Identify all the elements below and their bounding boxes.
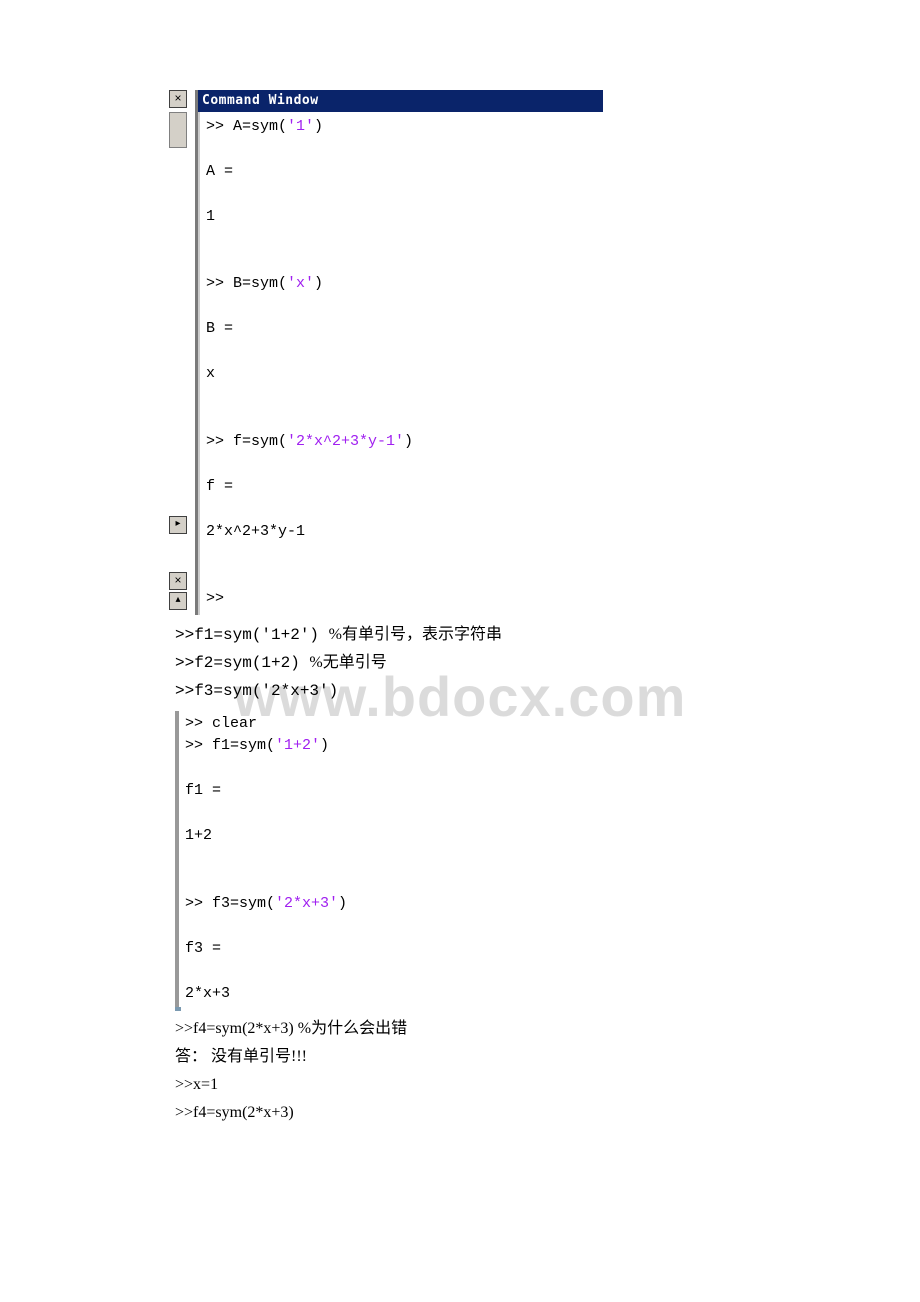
console-line <box>206 568 215 585</box>
doc-line: >>x=1 <box>175 1071 750 1099</box>
doc-middle-lines: >>f1=sym('1+2') %有单引号，表示字符串>>f2=sym(1+2)… <box>175 621 750 705</box>
doc-line: >>f4=sym(2*x+3) %为什么会出错 <box>175 1015 750 1043</box>
console-line: A = <box>206 163 233 180</box>
console-line <box>206 298 215 315</box>
console-line <box>206 185 215 202</box>
doc-line: >>f4=sym(2*x+3) <box>175 1099 750 1127</box>
command-window-2-edge <box>175 1007 181 1011</box>
up-arrow-icon[interactable]: ▴ <box>169 592 187 610</box>
console-line: >> f1=sym('1+2') <box>185 737 329 754</box>
console-line: B = <box>206 320 233 337</box>
console-line: f = <box>206 478 233 495</box>
console-line <box>185 850 194 867</box>
console-line <box>206 230 215 247</box>
console-line: >> <box>206 590 233 607</box>
console-line <box>206 343 215 360</box>
doc-line: >>f2=sym(1+2) %无单引号 <box>175 649 750 677</box>
console-line <box>206 500 215 517</box>
console-line <box>185 805 194 822</box>
console-line: f1 = <box>185 782 221 799</box>
console-line: >> clear <box>185 715 257 732</box>
console-line: 2*x^2+3*y-1 <box>206 523 305 540</box>
console-line <box>206 545 215 562</box>
doc-tail-lines: >>f4=sym(2*x+3) %为什么会出错答： 没有单引号!!!>>x=1>… <box>175 1015 750 1127</box>
scroll-thumb-icon[interactable] <box>169 112 187 148</box>
doc-line: 答： 没有单引号!!! <box>175 1043 750 1071</box>
command-window-frame: Command Window >> A=sym('1') A = 1 >> B=… <box>195 90 603 615</box>
right-arrow-icon[interactable]: ▸ <box>169 516 187 534</box>
console-line <box>185 872 194 889</box>
console-line: x <box>206 365 215 382</box>
doc-line: >>f3=sym('2*x+3') <box>175 677 750 705</box>
command-window-2: >> clear >> f1=sym('1+2') f1 = 1+2 >> f3… <box>175 711 435 1008</box>
console-line <box>206 140 215 157</box>
console-line <box>206 455 215 472</box>
console-line: 1 <box>206 208 215 225</box>
page-root: www.bdocx.com × ▸ × ▴ Command Window >> … <box>0 0 920 1247</box>
console-line <box>206 388 215 405</box>
command-window-title: Command Window <box>198 90 603 112</box>
console-line <box>206 410 215 427</box>
console-line <box>206 253 215 270</box>
console-line: >> f=sym('2*x^2+3*y-1') <box>206 433 413 450</box>
command-window-1: × ▸ × ▴ Command Window >> A=sym('1') A =… <box>175 90 750 615</box>
console-line <box>185 760 194 777</box>
console-line: 1+2 <box>185 827 212 844</box>
console-line: >> f3=sym('2*x+3') <box>185 895 347 912</box>
console-line: >> A=sym('1') <box>206 118 323 135</box>
console-line: f3 = <box>185 940 221 957</box>
command-window-body: >> A=sym('1') A = 1 >> B=sym('x') B = x … <box>198 112 603 615</box>
console-line: >> B=sym('x') <box>206 275 323 292</box>
close-icon[interactable]: × <box>169 572 187 590</box>
console-line: 2*x+3 <box>185 985 230 1002</box>
console-line <box>185 962 194 979</box>
console-line <box>185 917 194 934</box>
doc-line: >>f1=sym('1+2') %有单引号，表示字符串 <box>175 621 750 649</box>
close-icon[interactable]: × <box>169 90 187 108</box>
